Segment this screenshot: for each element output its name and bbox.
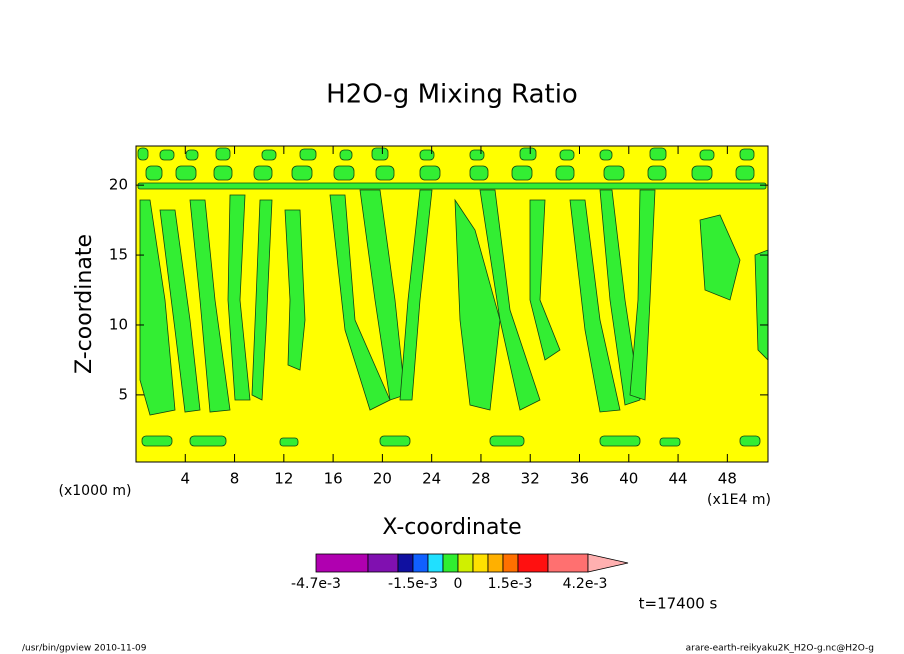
colorbar-segment: [517, 553, 549, 573]
colorbar-segment: [487, 553, 504, 573]
plot-frame: [135, 145, 769, 463]
colorbar: -4.7e-3 -1.5e-3 0 1.5e-3 4.2e-3: [291, 553, 629, 592]
colorbar-segment: [502, 553, 519, 573]
colorbar-segment: [412, 553, 429, 573]
colorbar-label: -1.5e-3: [388, 576, 438, 592]
y-unit: (x1000 m): [59, 483, 132, 499]
colorbar-segment: [472, 553, 489, 573]
contour-blobs: [137, 147, 768, 447]
x-tick-label: 24: [422, 470, 441, 488]
colorbar-segment: [315, 553, 369, 573]
colorbar-label: -4.7e-3: [291, 576, 341, 592]
x-tick-label: 36: [570, 470, 589, 488]
colorbar-segment: [547, 553, 589, 573]
x-tick-label: 28: [471, 470, 490, 488]
x-tick-label: 4: [181, 470, 191, 488]
x-axis-title: X-coordinate: [382, 515, 521, 540]
x-tick-label: 40: [619, 470, 638, 488]
colorbar-segment: [457, 553, 474, 573]
y-tick-label: 10: [109, 315, 128, 333]
colorbar-extension: [587, 553, 629, 573]
colorbar-segment: [427, 553, 444, 573]
colorbar-segment: [442, 553, 459, 573]
colorbar-segment: [367, 553, 399, 573]
y-tick-label: 20: [109, 176, 128, 194]
chart-title: H2O-g Mixing Ratio: [326, 80, 578, 110]
x-unit: (x1E4 m): [707, 492, 771, 508]
colorbar-segment: [397, 553, 414, 573]
x-tick-label: 8: [230, 470, 240, 488]
y-tick-label: 5: [118, 385, 128, 403]
colorbar-label: 1.5e-3: [488, 576, 533, 592]
x-tick-label: 44: [669, 470, 688, 488]
footer-right: arare-earth-reikyaku2K_H2O-g.nc@H2O-g: [686, 644, 874, 654]
x-tick-label: 16: [324, 470, 343, 488]
y-axis-title: Z-coordinate: [72, 234, 97, 374]
time-label: t=17400 s: [639, 595, 718, 613]
colorbar-label: 0: [454, 576, 463, 592]
x-tick-label: 48: [718, 470, 737, 488]
x-tick-label: 12: [274, 470, 293, 488]
footer-left: /usr/bin/gpview 2010-11-09: [22, 644, 147, 654]
y-tick-label: 15: [109, 246, 128, 264]
colorbar-label: 4.2e-3: [563, 576, 608, 592]
x-tick-label: 20: [373, 470, 392, 488]
x-tick-label: 32: [521, 470, 540, 488]
